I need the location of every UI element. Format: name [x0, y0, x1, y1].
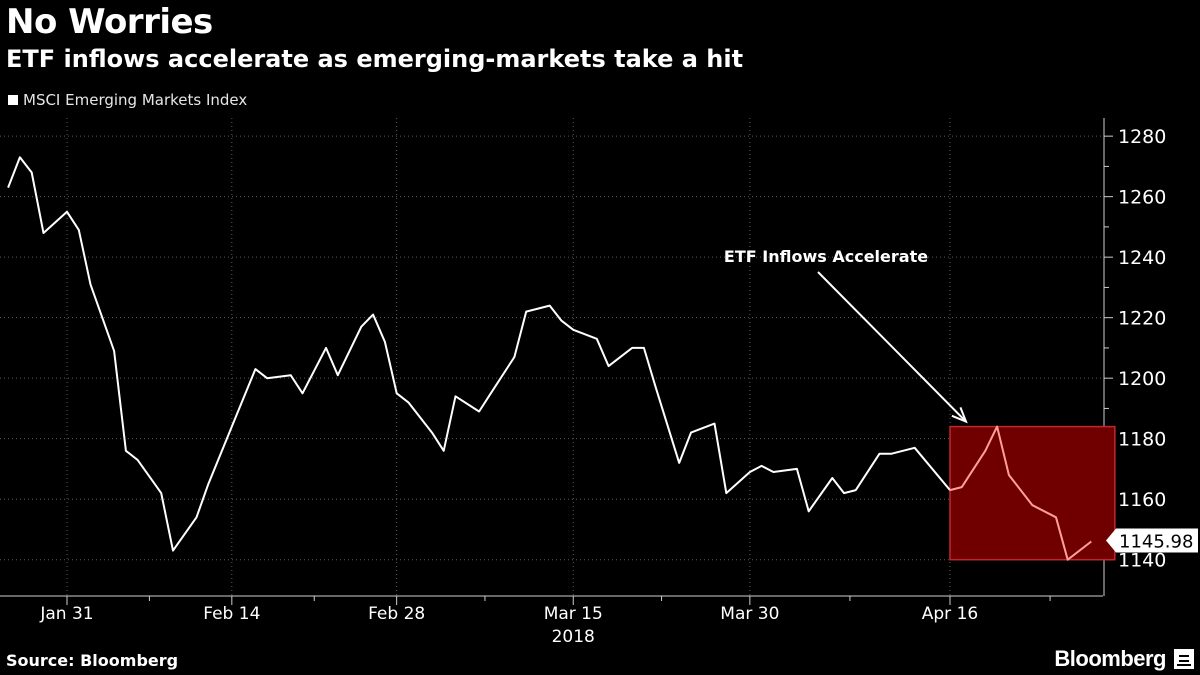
- x-tick-label: Jan 31: [39, 604, 93, 624]
- annotation-text: ETF Inflows Accelerate: [724, 247, 928, 266]
- x-tick-label: Mar 30: [720, 604, 779, 624]
- legend: MSCI Emerging Markets Index: [8, 91, 247, 109]
- source-note: Source: Bloomberg: [6, 651, 179, 670]
- x-tick-label: Apr 16: [922, 604, 978, 624]
- series-line-highlighted: [949, 425, 1092, 561]
- brand-logo: Bloomberg: [1054, 646, 1194, 672]
- last-value-label: 1145.98: [1119, 532, 1193, 553]
- y-tick-label: 1280: [1118, 126, 1166, 148]
- x-tick-label: Mar 15: [544, 604, 603, 624]
- legend-label: MSCI Emerging Markets Index: [23, 91, 248, 109]
- y-tick-label: 1140: [1118, 550, 1166, 572]
- x-tick-label: Feb 28: [368, 604, 425, 624]
- annotation-arrow-head: [951, 407, 968, 424]
- last-value-marker: [1106, 528, 1198, 553]
- chart-title: No Worries: [6, 2, 213, 42]
- x-tick-label: Feb 14: [203, 604, 260, 624]
- x-year-label: 2018: [552, 627, 595, 647]
- chart-subtitle: ETF inflows accelerate as emerging-marke…: [6, 45, 744, 73]
- y-tick-label: 1200: [1118, 368, 1166, 390]
- series-line: [7, 156, 951, 552]
- y-tick-label: 1260: [1118, 187, 1166, 209]
- y-tick-label: 1220: [1118, 308, 1166, 330]
- legend-swatch: [8, 95, 18, 105]
- highlight-region: [949, 425, 1116, 561]
- y-tick-label: 1240: [1118, 247, 1166, 269]
- annotation-arrow-line: [817, 271, 967, 423]
- y-tick-label: 1180: [1118, 429, 1166, 451]
- brand-wordmark: Bloomberg: [1054, 646, 1166, 671]
- brand-mark-icon: [1174, 649, 1194, 669]
- y-tick-label: 1160: [1118, 489, 1166, 511]
